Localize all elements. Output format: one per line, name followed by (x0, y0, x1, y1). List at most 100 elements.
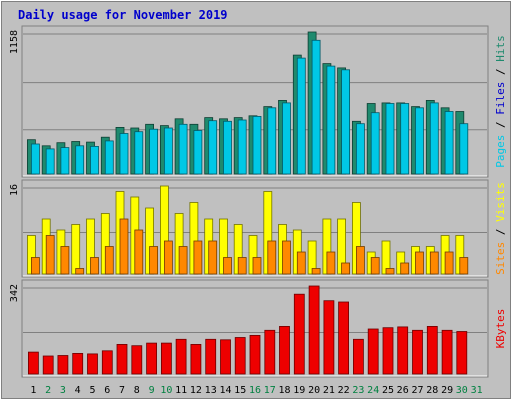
bar-kbytes-4 (72, 352, 84, 375)
bar-kbytes-29 (441, 329, 453, 375)
x-label-2: 2 (45, 385, 51, 396)
x-label-27: 27 (411, 385, 423, 396)
bar-files-8 (134, 131, 144, 175)
bar-sites-17 (267, 240, 277, 275)
ymax-label-top: 1158 (9, 30, 20, 54)
bar-files-22 (341, 69, 351, 175)
x-label-5: 5 (89, 385, 95, 396)
bar-files-12 (193, 130, 203, 175)
bar-kbytes-7 (116, 343, 128, 375)
bar-kbytes-5 (87, 353, 98, 375)
x-label-21: 21 (323, 385, 335, 396)
legend-item-middle-0: Sites (494, 242, 507, 275)
bar-kbytes-19 (293, 293, 305, 375)
bar-files-14 (223, 120, 232, 175)
bar-sites-30 (459, 257, 469, 275)
bar-kbytes-21 (323, 300, 335, 375)
bar-kbytes-27 (412, 329, 423, 375)
bar-files-28 (429, 102, 439, 175)
bar-files-26 (400, 103, 410, 175)
ymax-label-bottom: 342 (9, 284, 20, 302)
x-label-7: 7 (119, 385, 125, 396)
x-label-22: 22 (338, 385, 350, 396)
bar-sites-10 (163, 240, 173, 275)
panel-top: 1158 Pages / Files / Hits (9, 25, 507, 178)
bar-sites-29 (444, 251, 454, 275)
legend-middle: Sites / Visits (494, 182, 507, 275)
legend-bottom: KBytes (494, 309, 507, 349)
bar-files-1 (30, 143, 40, 175)
bar-sites-7 (119, 218, 129, 275)
x-label-16: 16 (249, 385, 261, 396)
bar-kbytes-25 (382, 327, 394, 375)
bar-files-16 (252, 116, 262, 175)
bar-files-7 (119, 133, 129, 175)
bar-files-11 (178, 123, 188, 175)
x-label-24: 24 (367, 385, 379, 396)
bar-files-29 (444, 111, 454, 175)
legend-item-top-1: / (494, 115, 507, 135)
bar-kbytes-20 (308, 285, 320, 375)
bar-files-9 (149, 128, 159, 175)
bar-kbytes-26 (397, 326, 409, 375)
panel-middle: 16 Sites / Visits (9, 179, 507, 278)
bar-files-23 (355, 123, 365, 175)
panel-bottom: 342 KBytes (9, 279, 507, 378)
bar-kbytes-2 (42, 355, 54, 375)
legend-item-top-2: Files (494, 82, 507, 115)
bar-files-4 (75, 145, 85, 175)
bar-sites-23 (355, 246, 365, 275)
x-label-25: 25 (382, 385, 394, 396)
bar-sites-1 (30, 257, 40, 275)
bar-sites-18 (282, 240, 291, 275)
x-label-31: 31 (471, 385, 483, 396)
bar-kbytes-13 (205, 338, 217, 375)
x-label-6: 6 (104, 385, 110, 396)
bar-files-13 (208, 120, 218, 175)
bar-sites-25 (385, 268, 395, 275)
bar-sites-2 (45, 235, 55, 275)
bar-files-27 (415, 107, 424, 175)
bar-files-17 (267, 107, 277, 175)
x-label-12: 12 (190, 385, 202, 396)
bar-sites-4 (75, 268, 85, 275)
bar-kbytes-24 (367, 328, 379, 375)
legend-item-middle-2: Visits (494, 182, 507, 222)
x-label-11: 11 (175, 385, 187, 396)
legend-item-top-0: Pages (494, 135, 507, 168)
x-label-14: 14 (219, 385, 231, 396)
bar-sites-27 (415, 251, 424, 275)
bar-sites-11 (178, 246, 188, 275)
bar-kbytes-15 (234, 337, 246, 375)
bar-kbytes-9 (146, 342, 158, 375)
bar-files-10 (163, 127, 173, 175)
legend-top: Pages / Files / Hits (494, 35, 507, 168)
bar-sites-8 (134, 229, 144, 275)
bar-files-21 (326, 65, 336, 175)
x-label-15: 15 (234, 385, 246, 396)
x-label-4: 4 (75, 385, 81, 396)
x-label-26: 26 (397, 385, 409, 396)
legend-item-top-4: Hits (494, 35, 507, 62)
bar-files-19 (296, 57, 306, 175)
bar-sites-12 (193, 240, 203, 275)
bar-sites-5 (90, 257, 99, 275)
bar-sites-3 (60, 246, 70, 275)
x-label-17: 17 (264, 385, 276, 396)
bar-kbytes-11 (175, 338, 187, 375)
chart-panels: 1158 Pages / Files / Hits 16 Sites / Visits… (9, 25, 507, 378)
bar-files-25 (385, 103, 395, 175)
bar-files-30 (459, 123, 469, 175)
x-label-30: 30 (456, 385, 468, 396)
x-label-23: 23 (352, 385, 364, 396)
bar-sites-21 (326, 251, 336, 275)
bar-sites-6 (104, 246, 114, 275)
x-label-18: 18 (278, 385, 290, 396)
x-label-9: 9 (149, 385, 155, 396)
bar-kbytes-3 (57, 355, 69, 375)
x-label-10: 10 (160, 385, 172, 396)
x-label-13: 13 (205, 385, 217, 396)
bar-kbytes-18 (279, 325, 290, 375)
